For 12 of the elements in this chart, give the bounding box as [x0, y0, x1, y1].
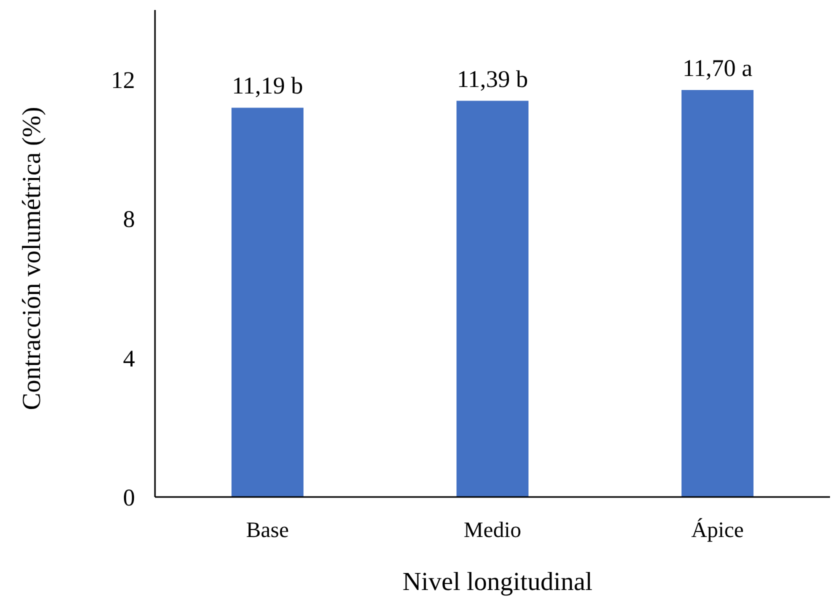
y-tick-label: 4 [123, 346, 135, 372]
data-label: 11,70 a [682, 56, 753, 82]
y-axis-title: Contracción volumétrica (%) [17, 106, 46, 410]
x-axis-title: Nivel longitudinal [402, 567, 592, 596]
x-tick-label: Medio [464, 517, 522, 542]
y-tick-label: 0 [123, 485, 135, 512]
y-tick-label: 8 [123, 207, 135, 234]
data-label: 11,19 b [232, 74, 304, 100]
x-tick-label: Base [246, 517, 289, 542]
x-tick-label: Ápice [691, 517, 744, 542]
y-tick-label: 12 [111, 68, 135, 94]
data-label: 11,39 b [456, 66, 528, 93]
